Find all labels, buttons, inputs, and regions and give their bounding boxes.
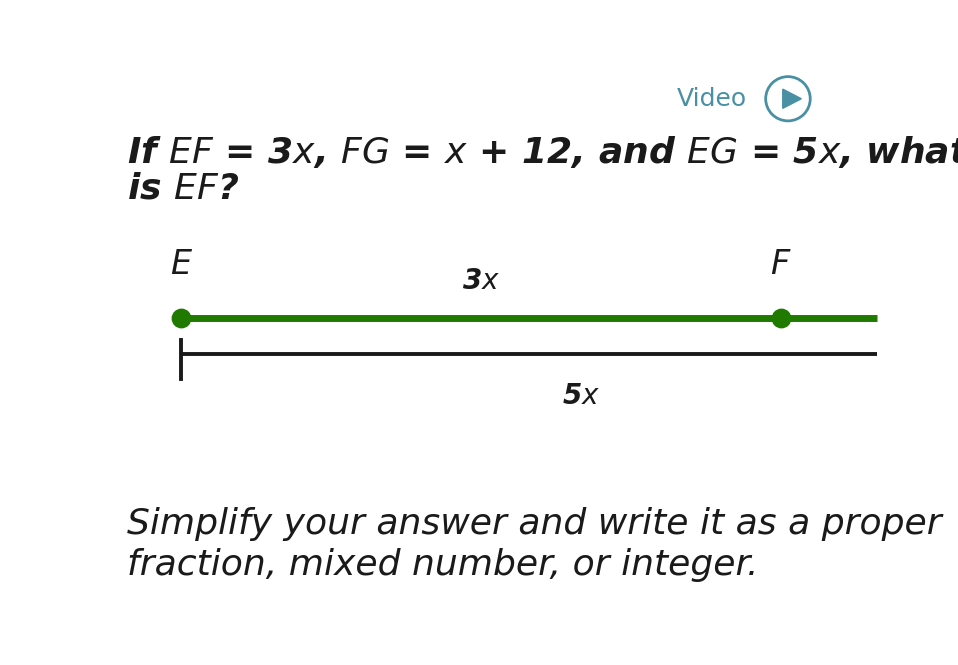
Point: [173, 313, 189, 323]
Text: 3$x$: 3$x$: [462, 267, 500, 295]
Point: [773, 313, 788, 323]
Polygon shape: [783, 89, 801, 108]
Text: 5$x$: 5$x$: [562, 382, 600, 410]
Text: Video: Video: [677, 86, 747, 111]
Text: fraction, mixed number, or integer.: fraction, mixed number, or integer.: [127, 549, 759, 583]
Text: $\mathit{E}$: $\mathit{E}$: [170, 248, 193, 281]
Text: Simplify your answer and write it as a proper: Simplify your answer and write it as a p…: [127, 507, 942, 541]
Text: If $\mathit{EF}$ = 3$x$, $\mathit{FG}$ = $x$ + 12, and $\mathit{EG}$ = 5$x$, wha: If $\mathit{EF}$ = 3$x$, $\mathit{FG}$ =…: [127, 134, 958, 170]
Text: $\mathit{F}$: $\mathit{F}$: [769, 248, 791, 281]
Text: is $\mathit{EF}$?: is $\mathit{EF}$?: [127, 172, 240, 206]
